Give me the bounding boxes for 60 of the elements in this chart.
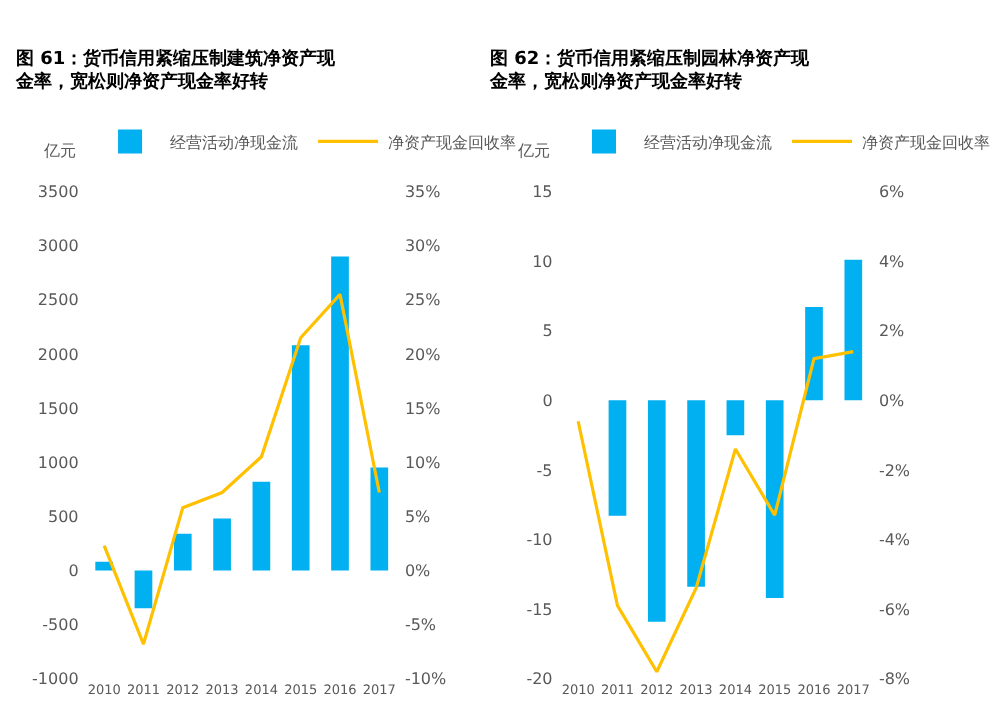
y-tick-label: 1000 — [37, 453, 79, 472]
y-tick-label: 500 — [48, 507, 79, 526]
y-tick-label: -5 — [536, 461, 553, 480]
y-tick-label: -10 — [526, 531, 553, 550]
y-tick-label: 15 — [532, 183, 553, 202]
y-tick-label: -1000 — [32, 670, 79, 689]
bar — [370, 467, 389, 571]
legend-label: 经营活动净现金流 — [644, 133, 772, 152]
legend-label: 净资产现金回收率 — [862, 133, 990, 152]
y-tick-label: -20 — [526, 670, 553, 689]
bar — [805, 307, 823, 401]
y-tick-label: 2500 — [37, 291, 79, 310]
y2-tick-label: -2% — [878, 461, 911, 480]
y-tick-label: 3000 — [37, 237, 79, 256]
bar — [687, 400, 705, 587]
y2-tick-label: 20% — [404, 345, 442, 364]
y2-tick-label: 2% — [878, 322, 906, 341]
y-tick-label: 10 — [532, 252, 553, 271]
y-tick-label: 2000 — [37, 345, 79, 364]
y2-tick-label: 15% — [404, 399, 442, 418]
y2-tick-label: -6% — [878, 600, 911, 619]
legend-label: 净资产现金回收率 — [388, 133, 517, 152]
line-series — [576, 350, 855, 674]
y-tick-label: -15 — [526, 600, 553, 619]
bar — [252, 481, 271, 571]
y2-tick-label: 30% — [404, 237, 442, 256]
y2-tick-label: -10% — [404, 670, 448, 689]
bar — [291, 345, 310, 571]
bar — [134, 570, 153, 609]
y2-tick-label: 6% — [878, 183, 906, 202]
y2-tick-label: -8% — [878, 670, 911, 689]
bar — [331, 256, 349, 571]
legend-label: 经营活动净现金流 — [170, 133, 299, 152]
y-axis-title: 亿元 — [42, 142, 76, 160]
bar — [173, 533, 192, 571]
y2-tick-label: 4% — [878, 252, 906, 271]
y-tick-label: 5 — [542, 322, 553, 341]
y-tick-label: 3500 — [37, 183, 79, 202]
y2-tick-label: 35% — [404, 183, 442, 202]
y-axis-title: 亿元 — [516, 142, 550, 160]
bar — [844, 259, 863, 401]
line-series — [102, 292, 381, 646]
y2-tick-label: 5% — [404, 507, 432, 526]
chart-title: 图 61：货币信用紧缩压制建筑净资产现金率，宽松则净资产现金率好转 — [14, 48, 338, 94]
bar — [213, 518, 231, 571]
y2-tick-label: 0% — [878, 391, 906, 410]
y2-tick-label: 25% — [404, 291, 442, 310]
y2-tick-label: 0% — [404, 562, 432, 581]
bar — [726, 400, 745, 436]
bar — [765, 400, 784, 598]
y-tick-label: 0 — [68, 562, 79, 581]
bar — [608, 400, 627, 516]
y2-tick-label: -4% — [878, 531, 911, 550]
y2-tick-label: -5% — [404, 616, 437, 635]
bar — [647, 400, 666, 622]
chart-title: 图 62：货币信用紧缩压制园林净资产现金率，宽松则净资产现金率好转 — [488, 48, 812, 94]
y-tick-label: 0 — [542, 391, 553, 410]
y2-tick-label: 10% — [404, 453, 442, 472]
y-tick-label: 1500 — [37, 399, 79, 418]
y-tick-label: -500 — [42, 616, 79, 635]
